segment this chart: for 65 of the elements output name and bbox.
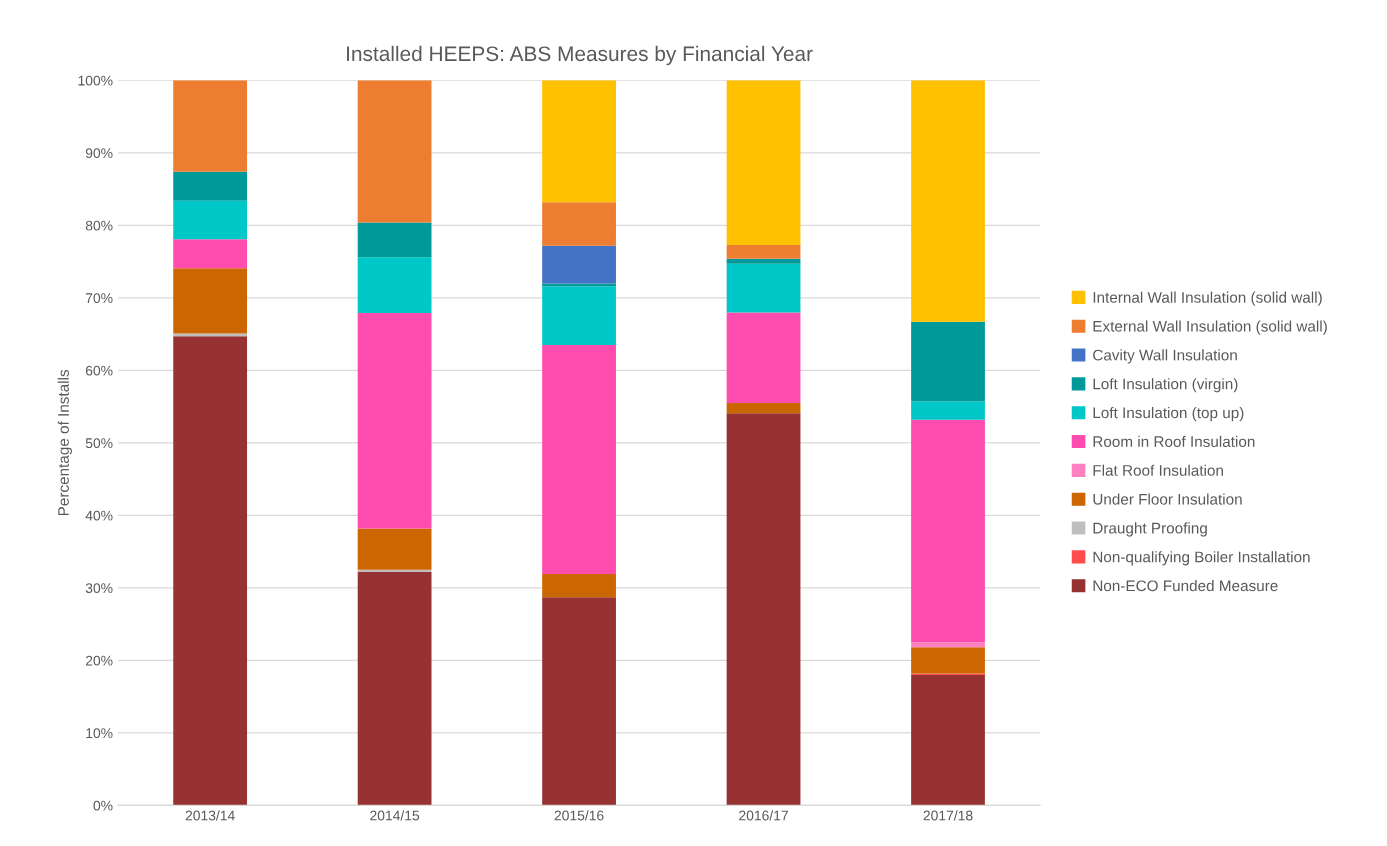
y-tick-label: 60% bbox=[85, 365, 113, 376]
bar bbox=[173, 239, 248, 269]
bar bbox=[726, 258, 801, 264]
legend-label: Flat Roof Insulation bbox=[1093, 464, 1223, 476]
bar bbox=[726, 263, 801, 313]
legend-label: Non-ECO Funded Measure bbox=[1093, 579, 1278, 592]
legend-label: Room in Roof Insulation bbox=[1093, 435, 1255, 448]
bar bbox=[542, 202, 616, 246]
x-tick-label: 2014/15 bbox=[370, 810, 420, 821]
legend-label: Under Floor Insulation bbox=[1093, 493, 1242, 505]
y-tick-label: 100% bbox=[78, 75, 113, 86]
chart-title: Installed HEEPS: ABS Measures by Financial Year bbox=[347, 45, 813, 66]
x-tick-label: 2015/16 bbox=[554, 810, 604, 821]
y-tick-label: 80% bbox=[85, 220, 113, 231]
y-tick-label: 20% bbox=[85, 655, 113, 666]
bar bbox=[173, 171, 248, 201]
bar bbox=[726, 312, 801, 403]
bar bbox=[357, 528, 432, 570]
legend-label: Cavity Wall Insulation bbox=[1093, 349, 1237, 364]
bar bbox=[542, 80, 616, 203]
y-tick-label: 90% bbox=[85, 148, 113, 159]
y-tick-label: 30% bbox=[85, 583, 113, 594]
legend-label: Non-qualifying Boiler Installation bbox=[1093, 551, 1310, 566]
y-tick-label: 40% bbox=[85, 510, 113, 521]
bar bbox=[726, 244, 801, 259]
bar bbox=[173, 80, 248, 172]
legend-label: Loft Insulation (top up) bbox=[1093, 406, 1244, 422]
y-axis-title: Percentage of Installs bbox=[57, 369, 72, 516]
y-tick-label: 50% bbox=[85, 438, 113, 449]
y-tick-label: 0% bbox=[93, 800, 113, 811]
bar bbox=[911, 419, 985, 643]
x-tick-label: 2013/14 bbox=[185, 810, 235, 821]
y-tick-label: 10% bbox=[86, 728, 113, 739]
y-tick-label: 70% bbox=[85, 293, 113, 304]
bar bbox=[357, 571, 432, 806]
bar bbox=[173, 333, 248, 337]
bar bbox=[911, 401, 985, 420]
x-tick-label: 2017/18 bbox=[923, 810, 973, 821]
legend-label: Loft Insulation (virgin) bbox=[1093, 378, 1238, 393]
bar bbox=[357, 222, 432, 258]
bar bbox=[173, 268, 248, 334]
bar bbox=[911, 642, 985, 648]
bar bbox=[726, 403, 801, 414]
x-tick-label: 2016/17 bbox=[739, 810, 788, 821]
bar bbox=[357, 80, 432, 223]
bar bbox=[542, 286, 616, 345]
bar bbox=[357, 569, 432, 572]
bar bbox=[173, 336, 248, 806]
bar bbox=[911, 647, 985, 674]
bar bbox=[357, 313, 432, 529]
bar bbox=[542, 574, 616, 598]
bar bbox=[542, 345, 616, 575]
bar bbox=[542, 245, 616, 284]
legend-label: Internal Wall Insulation (solid wall) bbox=[1093, 291, 1322, 306]
bar bbox=[911, 321, 985, 402]
bar bbox=[911, 80, 985, 322]
bar bbox=[726, 413, 801, 806]
bar bbox=[542, 597, 616, 806]
bar bbox=[173, 200, 248, 240]
legend-label: Draught Proofing bbox=[1093, 522, 1207, 537]
bar bbox=[357, 257, 432, 314]
bar bbox=[542, 283, 616, 287]
bar bbox=[911, 674, 985, 806]
legend-label: External Wall Insulation (solid wall) bbox=[1093, 320, 1327, 335]
bar bbox=[726, 80, 801, 245]
